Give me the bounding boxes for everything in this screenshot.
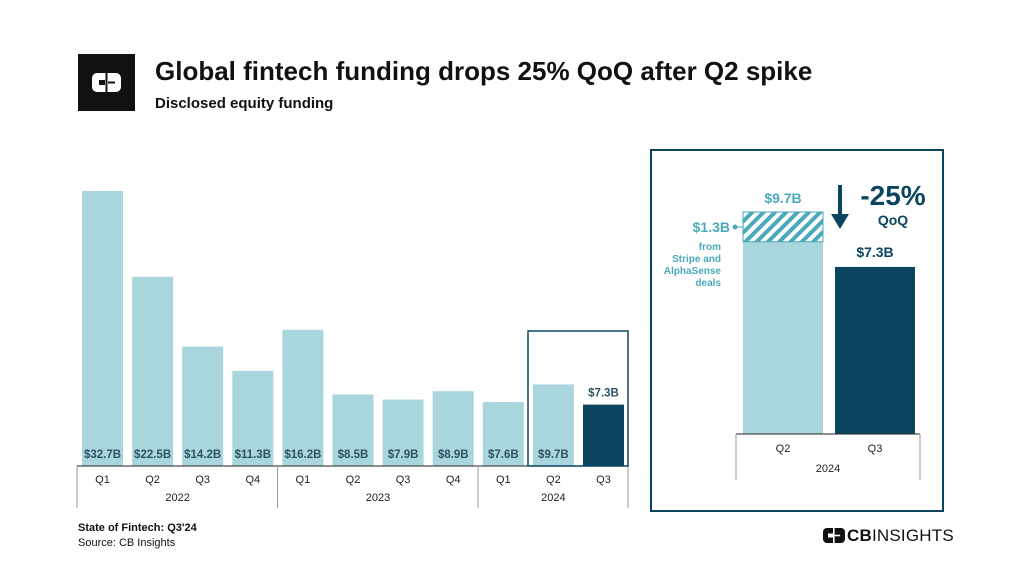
bar-q3-10 [583, 404, 624, 466]
brand-mark-icon [823, 528, 845, 543]
report-name: State of Fintech: Q3'24 [78, 522, 197, 534]
x-tick-label: Q4 [245, 474, 260, 486]
x-tick-label: Q3 [195, 474, 210, 486]
x-tick-label: Q2 [546, 474, 561, 486]
inset-tick-label: Q2 [776, 443, 791, 455]
x-tick-label: Q3 [596, 474, 611, 486]
x-tick-label: Q4 [446, 474, 461, 486]
inset-tick-label: Q3 [868, 443, 883, 455]
bar-value-label: $11.3B [235, 449, 271, 461]
bar-value-label: $7.6B [488, 449, 519, 461]
bar-q1-4 [282, 329, 324, 466]
inset-panel [650, 149, 944, 512]
bar-q3-6 [382, 399, 424, 466]
bar-value-label: $22.5B [134, 449, 171, 461]
bar-value-label: $32.7B [84, 449, 121, 461]
brand-cb: CB [847, 526, 872, 545]
bar-value-label: $7.9B [388, 449, 419, 461]
segment-note-line: deals [695, 278, 721, 289]
cb-logo-box [78, 54, 135, 111]
inset-bar-q2 [743, 241, 823, 434]
source-note: Source: CB Insights [78, 537, 176, 549]
inset-q2-value: $9.7B [764, 190, 801, 206]
x-tick-label: Q3 [396, 474, 411, 486]
year-label: 2022 [165, 492, 189, 504]
inset-year-label: 2024 [816, 463, 840, 475]
inset-bar-q2-stripe-segment [742, 211, 824, 243]
brand-insights: INSIGHTS [871, 526, 954, 545]
segment-note-line: Stripe and [672, 254, 721, 265]
change-percent: -25% [860, 180, 925, 211]
x-tick-label: Q2 [346, 474, 361, 486]
bar-q2-1 [132, 276, 174, 466]
x-tick-label: Q2 [145, 474, 160, 486]
bar-q4-3 [232, 370, 274, 466]
bar-value-label: $8.9B [438, 449, 469, 461]
bar-q4-7 [432, 391, 474, 466]
change-unit: QoQ [878, 212, 908, 228]
highlight-box [527, 330, 629, 467]
chart-title: Global fintech funding drops 25% QoQ aft… [155, 56, 813, 86]
segment-note-line: from [699, 242, 721, 253]
inset-bar-q3 [835, 266, 915, 434]
year-label: 2024 [541, 492, 565, 504]
x-tick-label: Q1 [496, 474, 511, 486]
bar-value-label: $8.5B [338, 449, 369, 461]
bar-value-label: $9.7B [538, 449, 569, 461]
bar-q1-8 [482, 402, 524, 466]
down-arrow-icon [831, 214, 849, 229]
x-tick-label: Q1 [296, 474, 311, 486]
brand-logo: CBINSIGHTS [823, 526, 954, 546]
bar-q2-5 [332, 394, 374, 466]
chart-subtitle: Disclosed equity funding [155, 95, 334, 112]
bar-q3-2 [182, 346, 224, 466]
segment-note-line: AlphaSense [664, 266, 722, 277]
bar-q2-9 [532, 384, 574, 466]
bar-q1-0 [82, 191, 123, 466]
bar-value-label: $16.2B [284, 449, 321, 461]
bar-value-label: $14.2B [184, 449, 221, 461]
x-tick-label: Q1 [95, 474, 110, 486]
segment-value-label: $1.3B [693, 219, 730, 235]
year-label: 2023 [366, 492, 390, 504]
cb-logo-icon [92, 73, 121, 92]
bar-value-label: $7.3B [588, 388, 619, 400]
inset-q3-value: $7.3B [856, 244, 893, 260]
